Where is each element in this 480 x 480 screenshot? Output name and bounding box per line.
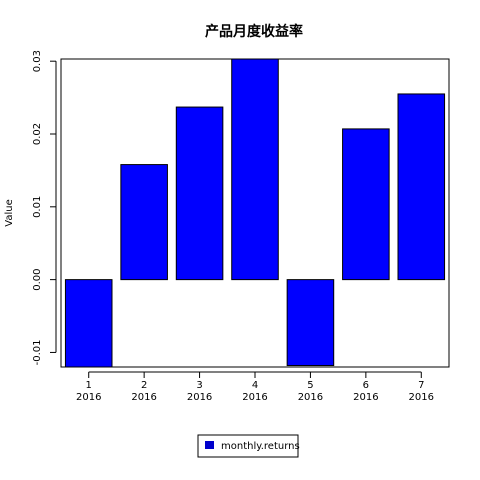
bar-4: [231, 58, 279, 281]
x-tick-label: 5: [307, 380, 313, 391]
chart-title: 产品月度收益率: [205, 23, 303, 40]
legend-box: [197, 434, 299, 458]
bar-6: [342, 128, 390, 281]
x-tick-label-year: 2016: [409, 392, 434, 403]
x-tick-label-year: 2016: [298, 392, 323, 403]
bar-7: [397, 93, 446, 281]
legend-label: monthly.returns: [221, 441, 300, 452]
x-tick-label-year: 2016: [131, 392, 156, 403]
y-tick-label: 0.00: [32, 268, 43, 290]
y-axis-label: Value: [4, 199, 15, 226]
x-tick-label: 4: [252, 380, 258, 391]
legend: monthly.returns: [197, 434, 300, 458]
x-tick-label: 6: [363, 380, 369, 391]
x-tick-label: 2: [141, 380, 147, 391]
y-tick-label: 0.02: [32, 123, 43, 145]
bar-3: [175, 106, 224, 281]
bar-2: [120, 164, 168, 281]
x-tick-label: 7: [418, 380, 424, 391]
x-tick-label: 1: [86, 380, 92, 391]
plot-frame: [60, 58, 450, 368]
x-tick-label-year: 2016: [76, 392, 101, 403]
x-tick-label-year: 2016: [242, 392, 267, 403]
bar-1: [64, 279, 113, 368]
y-tick-label: -0.01: [32, 339, 43, 365]
x-tick-label-year: 2016: [187, 392, 212, 403]
y-tick-label: 0.01: [32, 196, 43, 218]
x-tick-label: 3: [196, 380, 202, 391]
x-tick-label-year: 2016: [353, 392, 378, 403]
y-axis: -0.01 0.00 0.01 0.02 0.03: [32, 50, 57, 365]
y-tick-label: 0.03: [32, 50, 43, 72]
legend-swatch: [205, 441, 214, 449]
bars-layer: [64, 58, 446, 368]
bar-5: [286, 279, 335, 367]
